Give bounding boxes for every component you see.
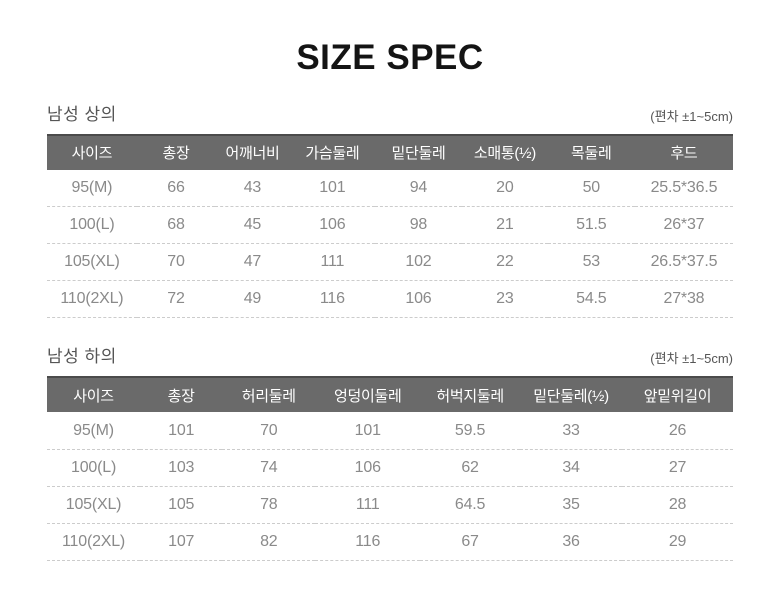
section-head-mens-top: 남성 상의 (편차 ±1~5cm)	[47, 100, 733, 125]
measurement-cell: 70	[222, 412, 316, 450]
measurement-cell: 43	[215, 169, 290, 208]
measurement-cell: 74	[222, 449, 316, 487]
size-cell: 110(2XL)	[47, 280, 137, 319]
measurement-cell: 111	[315, 486, 421, 524]
measurement-cell: 28	[622, 486, 733, 524]
column-header: 가슴둘레	[289, 133, 375, 170]
measurement-cell: 82	[222, 523, 316, 561]
measurement-cell: 49	[215, 280, 290, 319]
column-header: 밑단둘레(½)	[520, 376, 623, 413]
table-row: 105(XL) 70 47 111 102 22 53 26.5*37.5	[47, 243, 733, 282]
size-cell: 100(L)	[47, 206, 137, 245]
measurement-cell: 36	[520, 523, 623, 561]
measurement-cell: 53	[547, 243, 635, 282]
measurement-cell: 45	[215, 206, 290, 245]
section-head-mens-bottom: 남성 하의 (편차 ±1~5cm)	[47, 342, 733, 367]
measurement-cell: 64.5	[420, 486, 521, 524]
size-cell: 105(XL)	[47, 243, 137, 282]
column-header: 총장	[140, 376, 223, 413]
table-header-row: 사이즈 총장 허리둘레 엉덩이둘레 허벅지둘레 밑단둘레(½) 앞밑위길이	[47, 376, 733, 413]
measurement-cell: 47	[215, 243, 290, 282]
section-mens-bottom: 남성 하의 (편차 ±1~5cm) 사이즈 총장 허리둘레 엉덩이둘레 허벅지둘레 밑단둘…	[47, 342, 733, 561]
deviation-note-mens-bottom: (편차 ±1~5cm)	[650, 351, 733, 367]
table-header-row: 사이즈 총장 어깨너비 가슴둘레 밑단둘레 소매통(½) 목둘레 후드	[47, 133, 733, 170]
measurement-cell: 29	[622, 523, 733, 561]
column-header: 엉덩이둘레	[315, 376, 421, 413]
table-row: 100(L) 103 74 106 62 34 27	[47, 449, 733, 487]
measurement-cell: 72	[136, 280, 216, 319]
column-header: 사이즈	[47, 376, 141, 413]
size-cell: 95(M)	[47, 412, 141, 450]
table-row: 100(L) 68 45 106 98 21 51.5 26*37	[47, 206, 733, 245]
measurement-cell: 106	[374, 280, 462, 319]
measurement-cell: 23	[462, 280, 548, 319]
measurement-cell: 26	[622, 412, 733, 450]
mens-top-size-table: 사이즈 총장 어깨너비 가슴둘레 밑단둘레 소매통(½) 목둘레 후드 95(M) 66 43 101…	[47, 133, 733, 319]
column-header: 밑단둘레	[374, 133, 462, 170]
measurement-cell: 103	[140, 449, 223, 487]
column-header: 총장	[136, 133, 216, 170]
measurement-cell: 21	[462, 206, 548, 245]
measurement-cell: 106	[315, 449, 421, 487]
size-cell: 100(L)	[47, 449, 141, 487]
measurement-cell: 101	[315, 412, 421, 450]
measurement-cell: 105	[140, 486, 223, 524]
measurement-cell: 111	[289, 243, 375, 282]
measurement-cell: 22	[462, 243, 548, 282]
measurement-cell: 54.5	[547, 280, 635, 319]
column-header: 허리둘레	[222, 376, 316, 413]
column-header: 앞밑위길이	[622, 376, 733, 413]
section-mens-top: 남성 상의 (편차 ±1~5cm) 사이즈 총장 어깨너비 가슴둘레 밑단둘레 소매통(½…	[47, 100, 733, 319]
column-header: 어깨너비	[215, 133, 290, 170]
deviation-note-mens-top: (편차 ±1~5cm)	[650, 108, 733, 124]
section-title-mens-top: 남성 상의	[47, 104, 117, 124]
measurement-cell: 26.5*37.5	[634, 243, 733, 282]
page-title: SIZE SPEC	[296, 38, 484, 77]
column-header: 목둘레	[547, 133, 635, 170]
table-row: 110(2XL) 107 82 116 67 36 29	[47, 523, 733, 561]
measurement-cell: 35	[520, 486, 623, 524]
measurement-cell: 27	[622, 449, 733, 487]
measurement-cell: 106	[289, 206, 375, 245]
measurement-cell: 51.5	[547, 206, 635, 245]
measurement-cell: 33	[520, 412, 623, 450]
size-cell: 95(M)	[47, 169, 137, 208]
table-row: 95(M) 101 70 101 59.5 33 26	[47, 412, 733, 450]
measurement-cell: 70	[136, 243, 216, 282]
measurement-cell: 101	[289, 169, 375, 208]
measurement-cell: 62	[420, 449, 521, 487]
measurement-cell: 94	[374, 169, 462, 208]
measurement-cell: 59.5	[420, 412, 521, 450]
measurement-cell: 116	[315, 523, 421, 561]
size-cell: 110(2XL)	[47, 523, 141, 561]
measurement-cell: 25.5*36.5	[634, 169, 733, 208]
measurement-cell: 27*38	[634, 280, 733, 319]
column-header: 사이즈	[47, 133, 137, 170]
measurement-cell: 101	[140, 412, 223, 450]
measurement-cell: 78	[222, 486, 316, 524]
measurement-cell: 102	[374, 243, 462, 282]
mens-bottom-size-table: 사이즈 총장 허리둘레 엉덩이둘레 허벅지둘레 밑단둘레(½) 앞밑위길이 95(M) 101 7…	[47, 376, 733, 561]
column-header: 허벅지둘레	[420, 376, 521, 413]
measurement-cell: 34	[520, 449, 623, 487]
measurement-cell: 68	[136, 206, 216, 245]
column-header: 후드	[634, 133, 733, 170]
measurement-cell: 26*37	[634, 206, 733, 245]
measurement-cell: 66	[136, 169, 216, 208]
measurement-cell: 50	[547, 169, 635, 208]
measurement-cell: 116	[289, 280, 375, 319]
size-cell: 105(XL)	[47, 486, 141, 524]
section-title-mens-bottom: 남성 하의	[47, 347, 117, 367]
measurement-cell: 67	[420, 523, 521, 561]
measurement-cell: 98	[374, 206, 462, 245]
table-row: 110(2XL) 72 49 116 106 23 54.5 27*38	[47, 280, 733, 319]
measurement-cell: 20	[462, 169, 548, 208]
table-row: 105(XL) 105 78 111 64.5 35 28	[47, 486, 733, 524]
measurement-cell: 107	[140, 523, 223, 561]
table-row: 95(M) 66 43 101 94 20 50 25.5*36.5	[47, 169, 733, 208]
column-header: 소매통(½)	[462, 133, 548, 170]
